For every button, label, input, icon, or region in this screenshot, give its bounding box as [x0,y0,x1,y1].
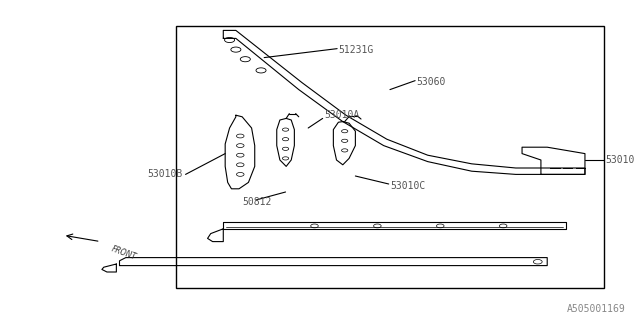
Text: 51231G: 51231G [339,44,374,55]
Text: 53010C: 53010C [390,180,425,191]
Text: 53010B: 53010B [147,169,182,180]
Text: 53060: 53060 [417,76,445,87]
Bar [176,26,604,288]
Text: FRONT: FRONT [110,245,138,262]
Text: 50812: 50812 [242,196,271,207]
Text: 53010A: 53010A [324,110,359,120]
Text: A505001169: A505001169 [567,304,626,314]
Text: 53010: 53010 [605,155,635,165]
